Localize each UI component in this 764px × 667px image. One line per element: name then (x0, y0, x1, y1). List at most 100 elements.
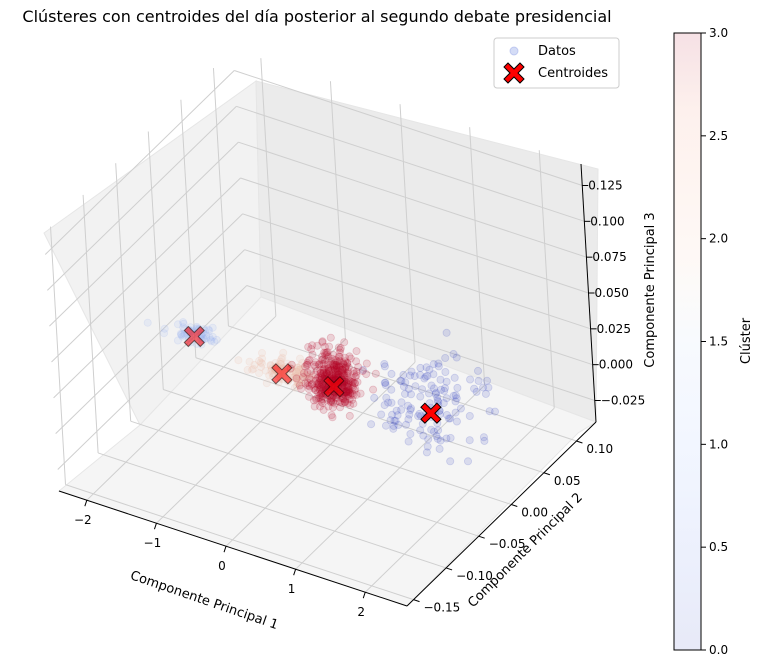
data-point-cluster-3 (333, 367, 342, 376)
data-point-cluster-1 (207, 337, 216, 346)
data-point-cluster-3 (352, 390, 361, 399)
data-point-cluster-3 (311, 358, 320, 367)
data-point-cluster-0 (389, 421, 398, 430)
data-point-cluster-1 (205, 326, 214, 335)
data-point-cluster-0 (436, 436, 445, 445)
data-point-cluster-3 (311, 385, 320, 394)
data-point-cluster-3 (314, 360, 323, 369)
data-point-cluster-0 (435, 444, 444, 453)
grid-line-z-back-2 (242, 213, 591, 330)
data-point-cluster-2 (307, 370, 316, 379)
data-point-cluster-2 (302, 370, 311, 379)
data-point-cluster-0 (406, 371, 415, 380)
data-point-cluster-3 (324, 352, 333, 361)
data-point-cluster-3 (306, 367, 315, 376)
data-point-cluster-3 (340, 381, 349, 390)
data-point-cluster-3 (328, 398, 337, 407)
data-point-cluster-3 (331, 365, 340, 374)
data-point-cluster-3 (314, 373, 323, 382)
data-point-cluster-3 (324, 366, 333, 375)
data-point-cluster-2 (293, 363, 302, 372)
data-point-cluster-0 (442, 434, 451, 443)
data-point-cluster-2 (292, 371, 301, 380)
data-point-cluster-3 (303, 368, 312, 377)
data-point-cluster-3 (314, 380, 323, 389)
x-tick-mark-1 (153, 523, 157, 530)
data-point-cluster-3 (317, 382, 326, 391)
z-tick-label-5: 0.100 (590, 214, 624, 228)
data-point-cluster-3 (317, 395, 326, 404)
data-point-cluster-3 (332, 362, 341, 371)
data-point-cluster-3 (352, 367, 361, 376)
data-point-cluster-0 (442, 394, 451, 403)
data-point-cluster-3 (336, 345, 345, 354)
data-point-cluster-3 (343, 386, 352, 395)
grid-line-y-floor-5 (228, 325, 577, 442)
data-point-cluster-3 (354, 362, 363, 371)
data-point-cluster-3 (345, 376, 354, 385)
data-point-cluster-0 (394, 420, 403, 429)
data-point-cluster-3 (318, 380, 327, 389)
data-point-cluster-3 (341, 391, 350, 400)
colorbar-tick-label-0: 0.0 (709, 643, 728, 657)
data-point-cluster-3 (316, 369, 325, 378)
data-point-cluster-0 (452, 353, 461, 362)
data-point-cluster-3 (331, 355, 340, 364)
data-point-cluster-0 (452, 394, 461, 403)
data-point-cluster-3 (328, 366, 337, 375)
data-point-cluster-2 (291, 368, 300, 377)
data-point-cluster-3 (304, 342, 313, 351)
data-point-cluster-3 (337, 365, 346, 374)
data-point-cluster-3 (327, 365, 336, 374)
data-point-cluster-0 (449, 391, 458, 400)
data-point-cluster-2 (255, 356, 264, 365)
data-point-cluster-3 (310, 360, 319, 369)
data-point-cluster-3 (356, 389, 365, 398)
data-point-cluster-3 (321, 349, 330, 358)
data-point-cluster-3 (349, 366, 358, 375)
data-point-cluster-0 (436, 385, 445, 394)
data-point-cluster-2 (298, 358, 307, 367)
data-point-cluster-3 (297, 384, 306, 393)
data-point-cluster-0 (406, 429, 415, 438)
grid-line-z-side-4 (49, 141, 239, 327)
data-point-cluster-3 (322, 369, 331, 378)
data-point-cluster-3 (334, 362, 343, 371)
data-point-cluster-2 (248, 365, 257, 374)
data-point-cluster-1 (179, 318, 188, 327)
grid-line-z-back-6 (234, 70, 583, 186)
data-point-cluster-3 (346, 377, 355, 386)
data-point-cluster-3 (315, 402, 324, 411)
data-point-cluster-3 (318, 337, 327, 346)
data-point-cluster-3 (345, 395, 354, 404)
data-point-cluster-0 (391, 416, 400, 425)
data-point-cluster-3 (336, 344, 345, 353)
colorbar-tick-label-2: 1.0 (709, 437, 728, 451)
data-point-cluster-0 (424, 389, 433, 398)
data-point-cluster-3 (346, 354, 355, 363)
data-point-cluster-3 (295, 381, 304, 390)
data-point-cluster-3 (335, 397, 344, 406)
data-point-cluster-3 (336, 363, 345, 372)
data-point-cluster-3 (316, 383, 325, 392)
data-point-cluster-2 (277, 355, 286, 364)
data-point-cluster-0 (479, 433, 488, 442)
data-point-cluster-3 (315, 381, 324, 390)
data-point-cluster-0 (432, 388, 441, 397)
x-tick-label-0: −2 (74, 513, 92, 527)
data-point-cluster-3 (307, 380, 316, 389)
data-point-cluster-2 (291, 371, 300, 380)
data-point-cluster-2 (290, 383, 299, 392)
data-point-cluster-0 (406, 405, 415, 414)
data-point-cluster-0 (456, 404, 465, 413)
data-point-cluster-0 (441, 353, 450, 362)
data-point-cluster-2 (296, 361, 305, 370)
data-point-cluster-1 (177, 330, 186, 339)
data-point-cluster-2 (298, 375, 307, 384)
data-point-cluster-3 (317, 368, 326, 377)
data-point-cluster-3 (320, 348, 329, 357)
data-point-cluster-0 (411, 382, 420, 391)
data-point-cluster-3 (352, 357, 361, 366)
data-point-cluster-3 (351, 384, 360, 393)
